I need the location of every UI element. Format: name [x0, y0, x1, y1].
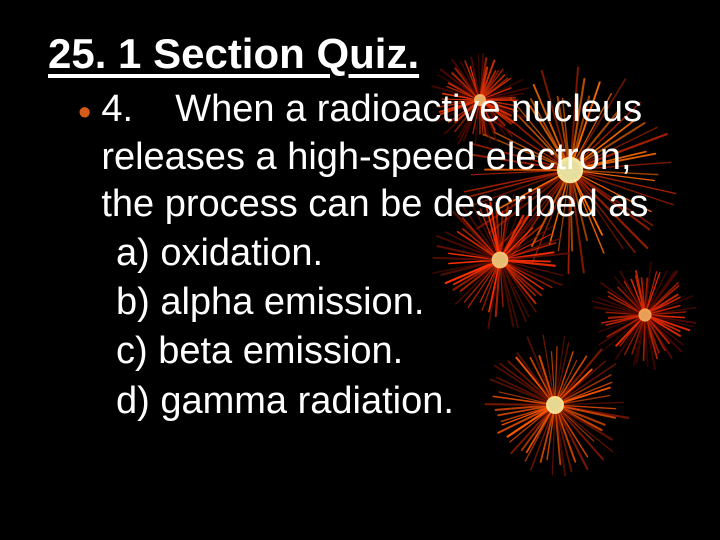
bullet-icon: • — [78, 88, 91, 138]
question-number: 4. — [101, 88, 133, 130]
question-line: • 4. When a radioactive nucleus releases… — [78, 86, 680, 229]
option-b: b) alpha emission. — [116, 278, 680, 327]
options-list: a) oxidation. b) alpha emission. c) beta… — [78, 229, 680, 427]
option-c: c) beta emission. — [116, 327, 680, 376]
option-a: a) oxidation. — [116, 229, 680, 278]
slide-content: 25. 1 Section Quiz. • 4. When a radioact… — [0, 0, 720, 426]
slide-body: • 4. When a radioactive nucleus releases… — [48, 86, 680, 426]
question-body: When a radioactive nucleus releases a hi… — [101, 88, 648, 225]
slide-title: 25. 1 Section Quiz. — [48, 30, 680, 78]
question-text: 4. When a radioactive nucleus releases a… — [101, 86, 680, 229]
option-d: d) gamma radiation. — [116, 377, 680, 426]
